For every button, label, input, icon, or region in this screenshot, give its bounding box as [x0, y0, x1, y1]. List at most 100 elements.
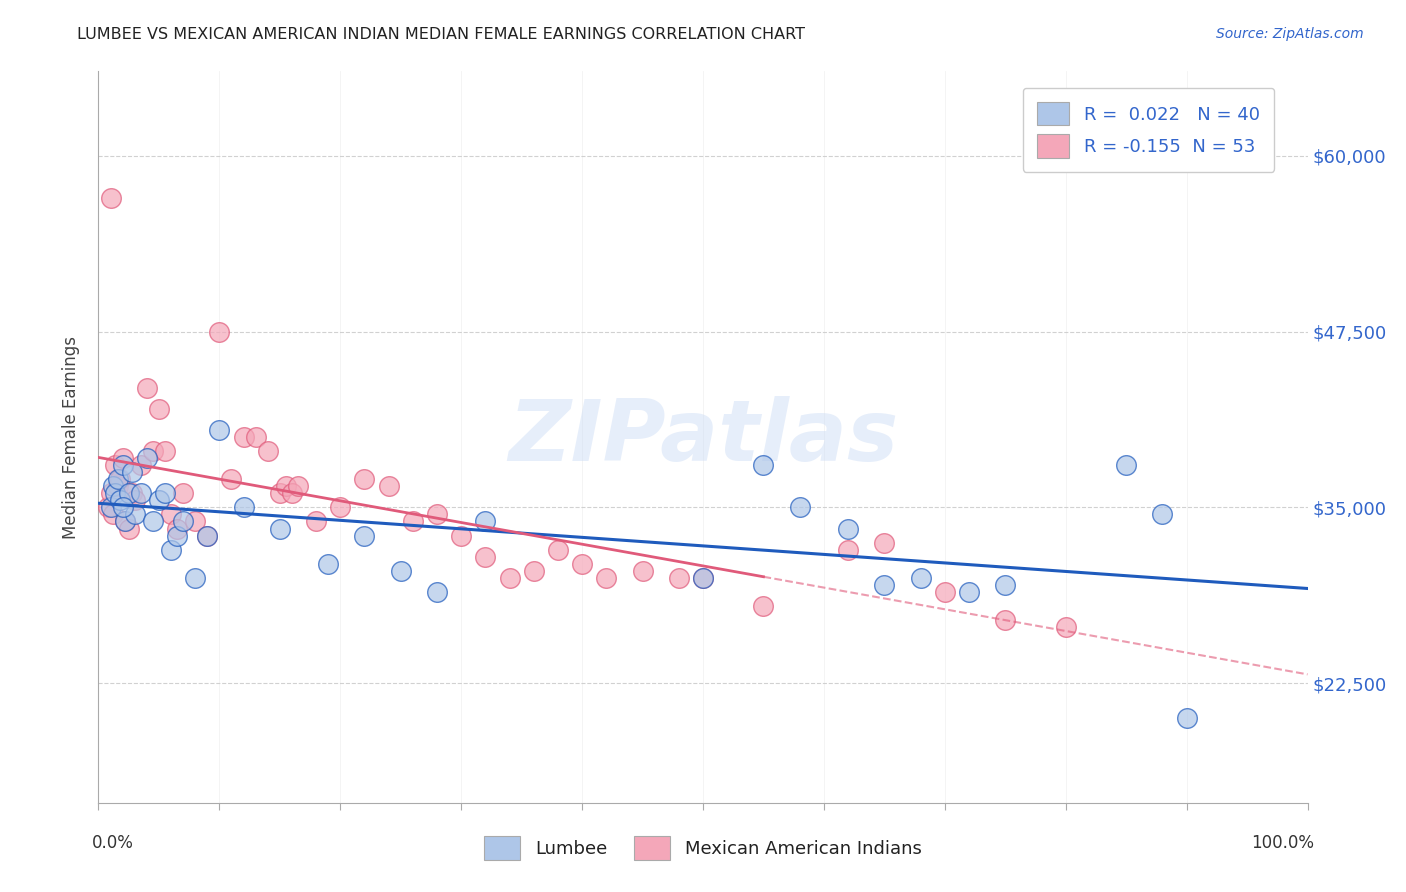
Point	[402, 515, 425, 529]
Point	[129, 458, 152, 473]
Point	[160, 508, 183, 522]
Point	[100, 486, 122, 500]
Point	[274, 479, 297, 493]
Point	[108, 493, 131, 508]
Point	[221, 472, 243, 486]
Point	[135, 451, 157, 466]
Point	[172, 486, 194, 500]
Point	[124, 493, 146, 508]
Point	[934, 584, 956, 599]
Point	[389, 564, 412, 578]
Point	[148, 401, 170, 416]
Point	[789, 500, 811, 515]
Point	[377, 479, 399, 493]
Text: Source: ZipAtlas.com: Source: ZipAtlas.com	[1216, 27, 1364, 41]
Point	[547, 542, 569, 557]
Point	[104, 458, 127, 473]
Text: 0.0%: 0.0%	[91, 834, 134, 852]
Point	[142, 515, 165, 529]
Point	[316, 557, 339, 571]
Point	[269, 486, 291, 500]
Point	[111, 458, 134, 473]
Point	[353, 472, 375, 486]
Y-axis label: Median Female Earnings: Median Female Earnings	[62, 335, 80, 539]
Point	[208, 325, 231, 339]
Point	[153, 444, 176, 458]
Point	[153, 486, 176, 500]
Point	[111, 451, 134, 466]
Point	[752, 458, 775, 473]
Point	[752, 599, 775, 613]
Point	[208, 423, 231, 437]
Point	[129, 486, 152, 500]
Point	[108, 472, 131, 486]
Point	[195, 528, 218, 542]
Point	[1152, 508, 1174, 522]
Text: LUMBEE VS MEXICAN AMERICAN INDIAN MEDIAN FEMALE EARNINGS CORRELATION CHART: LUMBEE VS MEXICAN AMERICAN INDIAN MEDIAN…	[77, 27, 806, 42]
Point	[595, 571, 617, 585]
Point	[994, 613, 1017, 627]
Point	[172, 515, 194, 529]
Point	[692, 571, 714, 585]
Point	[426, 584, 449, 599]
Point	[245, 430, 267, 444]
Text: 100.0%: 100.0%	[1251, 834, 1315, 852]
Point	[474, 515, 496, 529]
Point	[910, 571, 932, 585]
Point	[1115, 458, 1137, 473]
Point	[101, 479, 124, 493]
Point	[111, 500, 134, 515]
Point	[124, 508, 146, 522]
Point	[873, 535, 896, 549]
Point	[118, 521, 141, 535]
Point	[837, 542, 859, 557]
Point	[121, 465, 143, 479]
Point	[195, 528, 218, 542]
Point	[474, 549, 496, 564]
Point	[450, 528, 472, 542]
Legend: Lumbee, Mexican American Indians: Lumbee, Mexican American Indians	[477, 830, 929, 867]
Point	[104, 486, 127, 500]
Point	[160, 542, 183, 557]
Point	[287, 479, 309, 493]
Point	[101, 508, 124, 522]
Point	[994, 578, 1017, 592]
Text: ZIPatlas: ZIPatlas	[508, 395, 898, 479]
Point	[668, 571, 690, 585]
Point	[873, 578, 896, 592]
Point	[100, 191, 122, 205]
Point	[184, 571, 207, 585]
Point	[232, 500, 254, 515]
Point	[114, 515, 136, 529]
Point	[97, 500, 120, 515]
Point	[142, 444, 165, 458]
Point	[1175, 711, 1198, 725]
Point	[305, 515, 328, 529]
Point	[184, 515, 207, 529]
Point	[692, 571, 714, 585]
Point	[1054, 620, 1077, 634]
Point	[118, 486, 141, 500]
Point	[107, 479, 129, 493]
Point	[426, 508, 449, 522]
Point	[571, 557, 593, 571]
Point	[166, 521, 188, 535]
Point	[256, 444, 278, 458]
Point	[498, 571, 520, 585]
Point	[121, 486, 143, 500]
Point	[329, 500, 352, 515]
Point	[269, 521, 291, 535]
Point	[232, 430, 254, 444]
Point	[631, 564, 654, 578]
Point	[114, 515, 136, 529]
Point	[135, 381, 157, 395]
Point	[281, 486, 304, 500]
Point	[166, 528, 188, 542]
Point	[148, 493, 170, 508]
Point	[523, 564, 546, 578]
Point	[837, 521, 859, 535]
Point	[107, 472, 129, 486]
Point	[957, 584, 980, 599]
Point	[353, 528, 375, 542]
Point	[100, 500, 122, 515]
